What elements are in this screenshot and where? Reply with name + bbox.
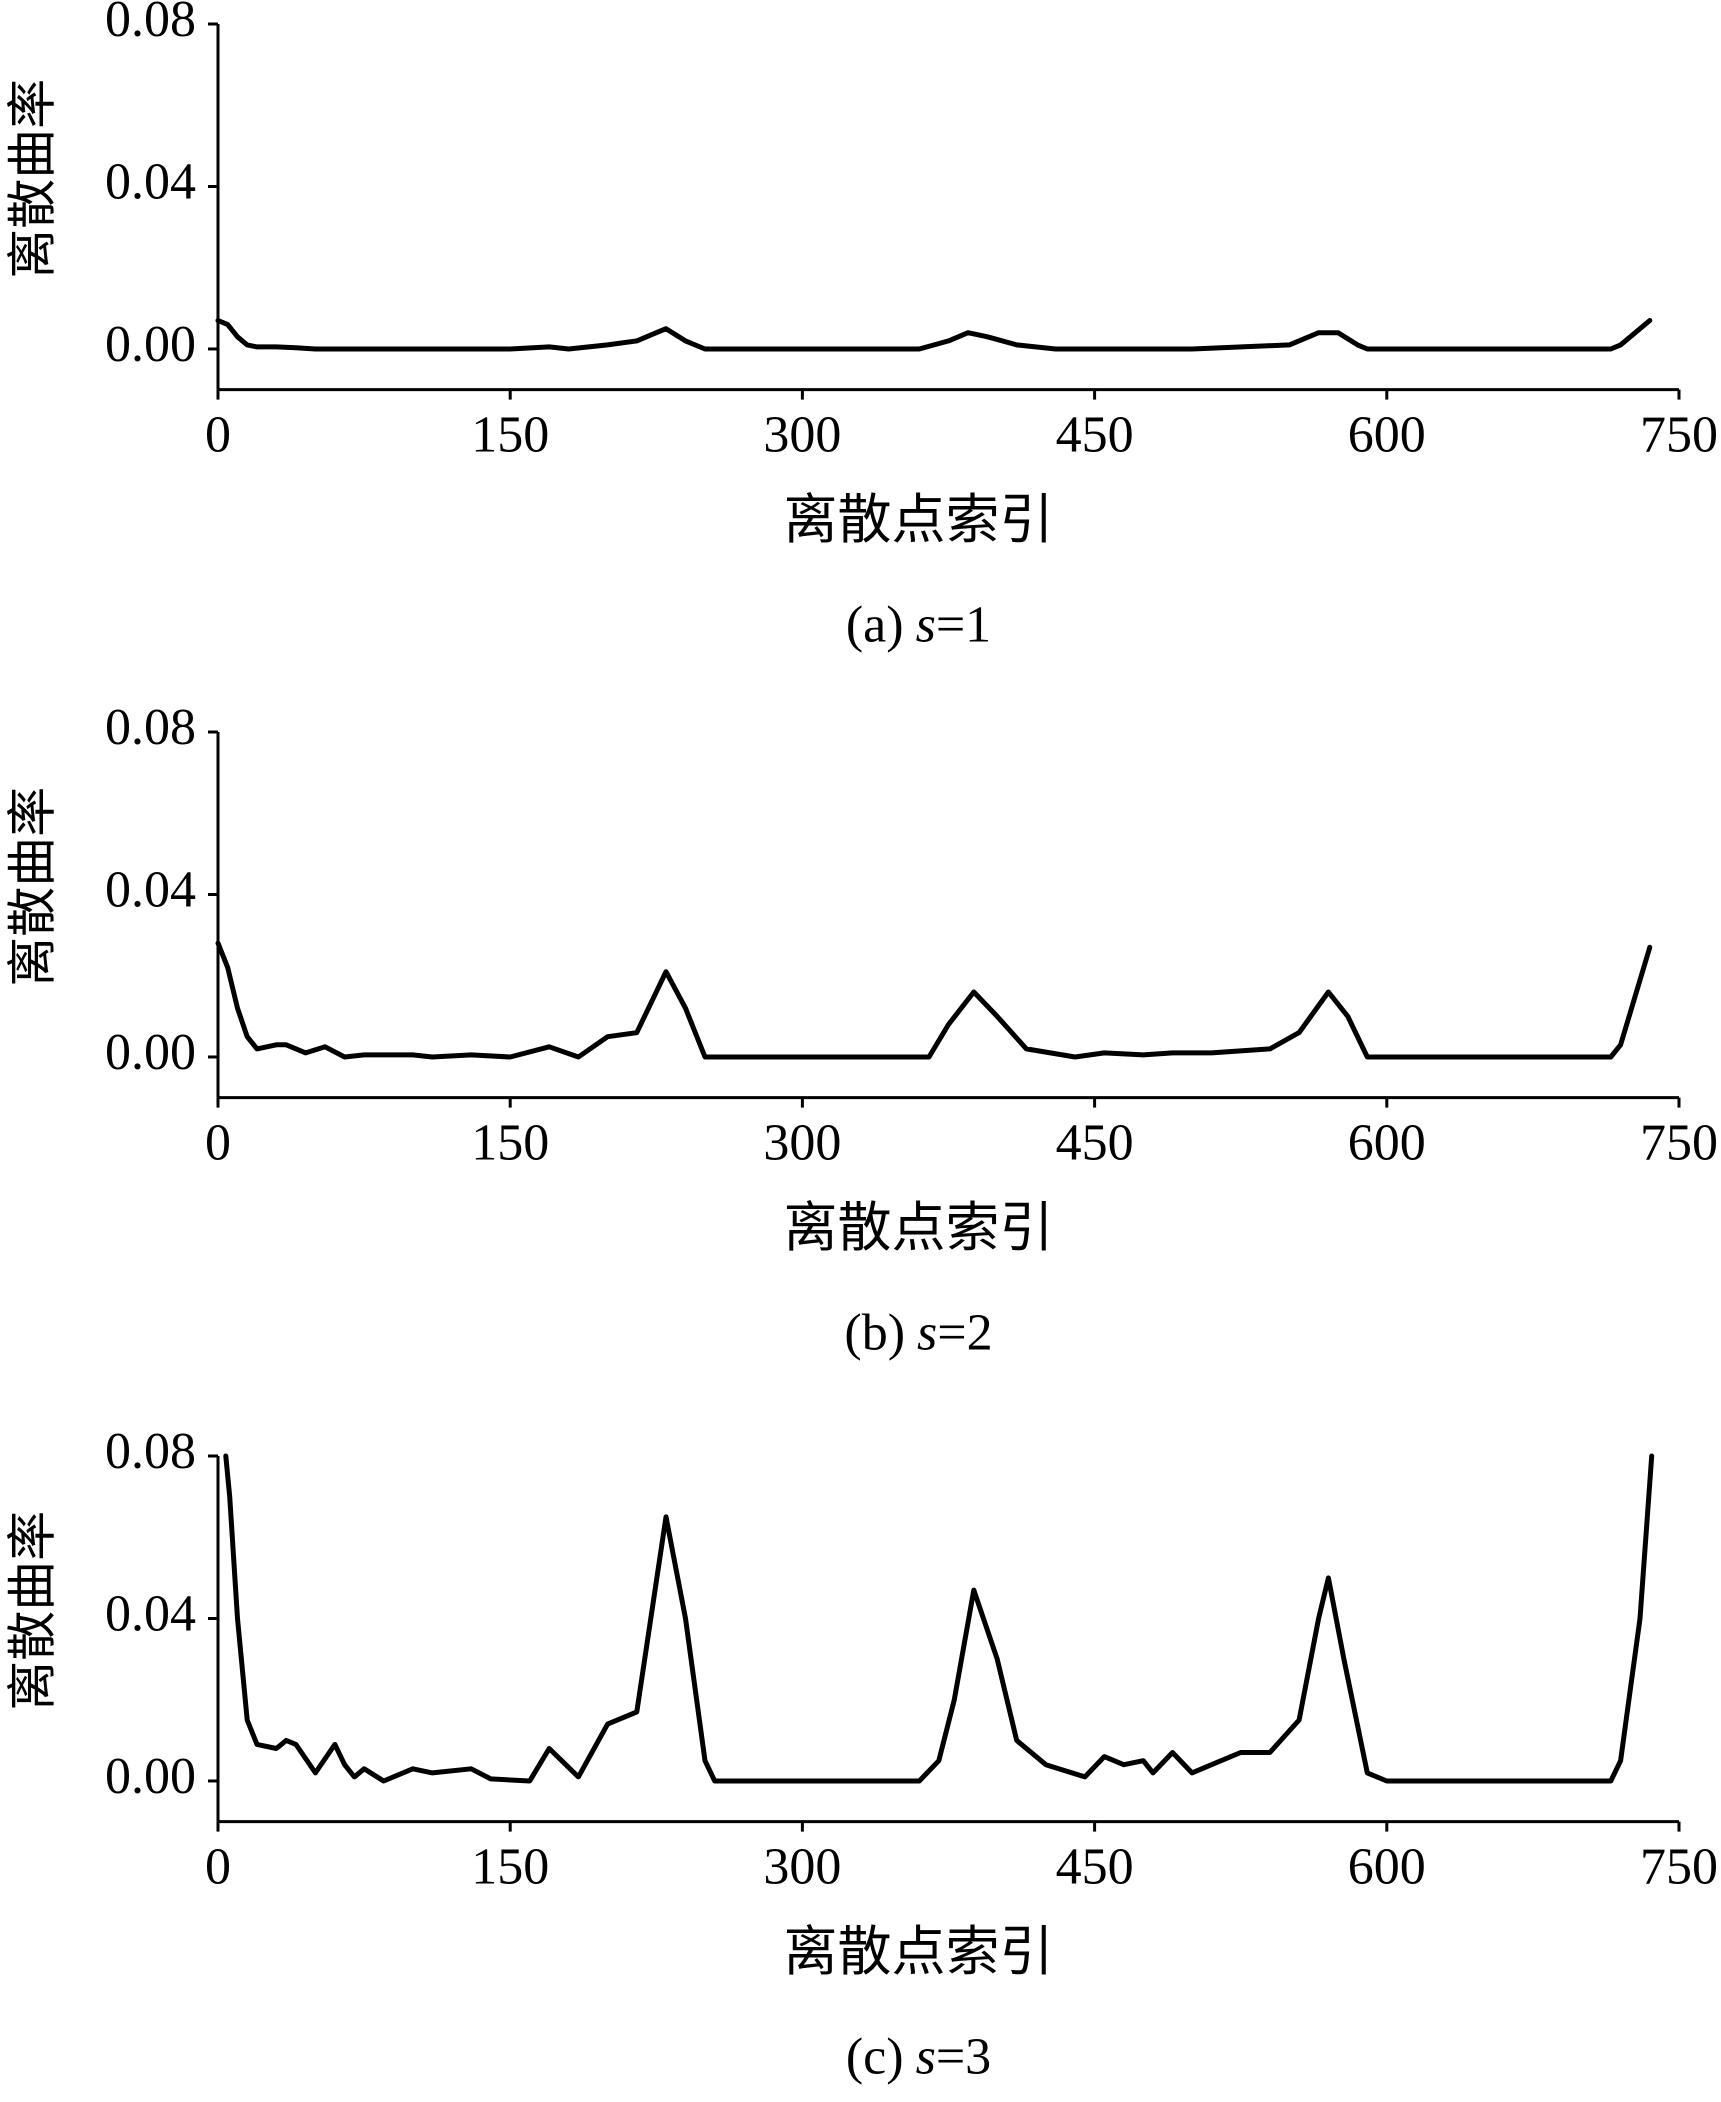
- x-tick-label: 750: [1640, 1839, 1718, 1896]
- x-tick-label: 600: [1348, 1839, 1426, 1896]
- y-tick-label: 0.00: [105, 1748, 196, 1805]
- caption: (a) s=1: [846, 597, 991, 654]
- x-tick-label: 750: [1640, 1115, 1718, 1172]
- y-tick-label: 0.00: [105, 316, 196, 373]
- caption-label: (b): [844, 1305, 905, 1362]
- x-tick-label: 300: [763, 1839, 841, 1896]
- x-axis-label: 离散点索引: [784, 1920, 1054, 1983]
- y-axis-label: 离散曲率: [4, 1511, 62, 1711]
- x-tick-label: 750: [1640, 407, 1718, 464]
- x-tick-label: 600: [1348, 1115, 1426, 1172]
- caption-variable: s: [916, 2029, 936, 2086]
- x-tick-label: 150: [471, 1115, 549, 1172]
- caption-equals: =1: [936, 597, 991, 654]
- y-tick-label: 0.04: [105, 861, 196, 918]
- y-axis-label: 离散曲率: [4, 79, 62, 279]
- caption-variable: s: [917, 1305, 937, 1362]
- caption-equals: =2: [937, 1305, 992, 1362]
- caption: (b) s=2: [844, 1305, 992, 1362]
- curve: [215, 318, 1653, 352]
- y-tick-label: 0.04: [105, 1585, 196, 1642]
- x-tick-label: 0: [205, 1839, 231, 1896]
- y-axis-label: 离散曲率: [4, 787, 62, 987]
- y-tick-label: 0.00: [105, 1024, 196, 1081]
- x-tick-label: 450: [1056, 1839, 1134, 1896]
- x-tick-label: 150: [471, 407, 549, 464]
- x-tick-label: 0: [205, 1115, 231, 1172]
- caption-label: (a): [846, 597, 904, 654]
- x-tick-label: 600: [1348, 407, 1426, 464]
- x-tick-label: 0: [205, 407, 231, 464]
- x-axis-label: 离散点索引: [784, 488, 1054, 551]
- y-tick-label: 0.08: [105, 1423, 196, 1480]
- caption-variable: s: [916, 597, 936, 654]
- caption-label: (c): [846, 2029, 904, 2086]
- curve: [215, 940, 1653, 1060]
- x-axis-label: 离散点索引: [784, 1196, 1054, 1259]
- x-tick-label: 300: [763, 407, 841, 464]
- x-tick-label: 300: [763, 1115, 841, 1172]
- y-tick-label: 0.04: [105, 153, 196, 210]
- curve: [223, 1453, 1655, 1784]
- x-tick-label: 450: [1056, 1115, 1134, 1172]
- y-tick-label: 0.08: [105, 699, 196, 756]
- x-tick-label: 450: [1056, 407, 1134, 464]
- caption: (c) s=3: [846, 2029, 991, 2086]
- y-tick-label: 0.08: [105, 0, 196, 48]
- x-tick-label: 150: [471, 1839, 549, 1896]
- caption-equals: =3: [936, 2029, 991, 2086]
